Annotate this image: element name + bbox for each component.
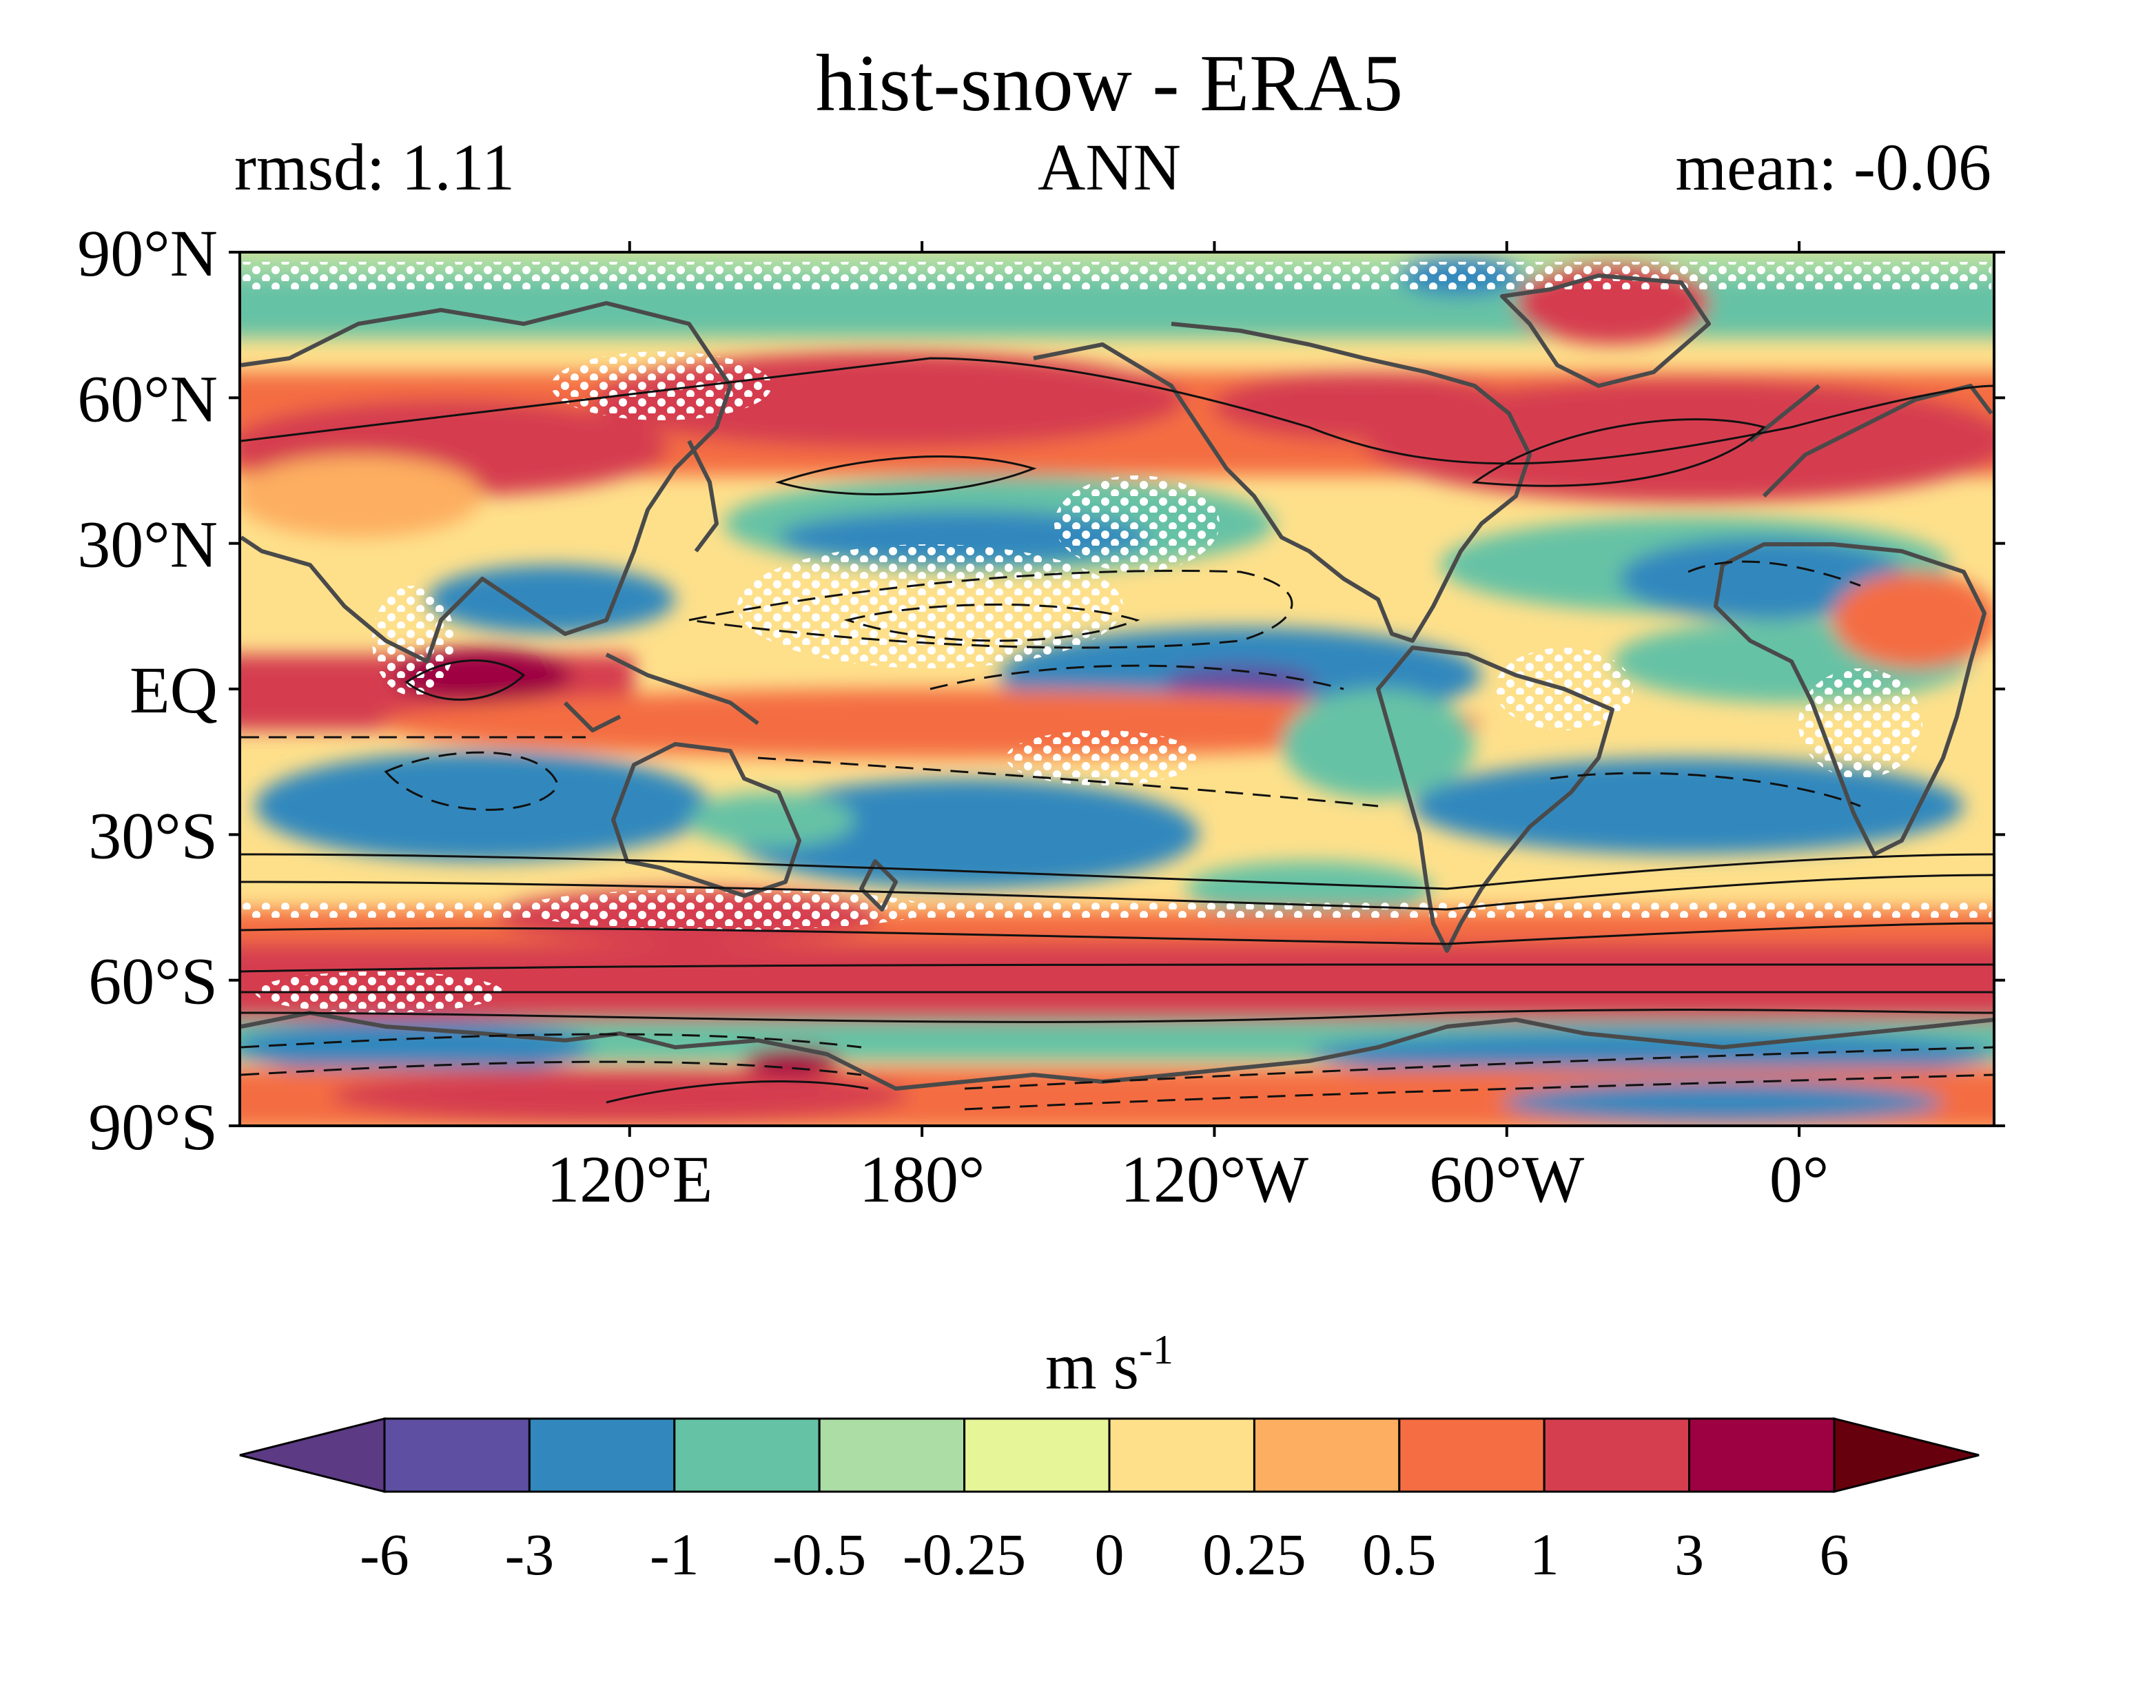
colorbar-label-exponent: -1	[1139, 1327, 1173, 1372]
lat-tick-label: 90°N	[77, 216, 218, 290]
mean-label: mean: -0.06	[1675, 130, 1991, 204]
lat-tick-label: 60°N	[77, 362, 218, 435]
longitude-axis: 120°E 180° 120°W 60°W 0°	[546, 241, 1829, 1216]
lon-tick-label: 180°	[859, 1142, 985, 1216]
colorbar-tick-label: -0.5	[772, 1521, 866, 1587]
colorbar-under-triangle	[239, 1417, 386, 1493]
colorbar-box	[383, 1417, 531, 1493]
lon-tick-label: 0°	[1769, 1142, 1829, 1216]
colorbar-tick-label: 0	[1095, 1521, 1125, 1587]
latitude-axis: 90°N 60°N 30°N EQ 30°S 60°S 90°S	[77, 216, 2005, 1164]
colorbar-box	[1688, 1417, 1836, 1493]
colorbar-box	[818, 1417, 966, 1493]
lat-tick-label: EQ	[130, 653, 218, 727]
season-label: ANN	[1038, 130, 1181, 204]
colorbar-tick-label: -0.25	[903, 1521, 1026, 1587]
colorbar-tick-label: 1	[1530, 1521, 1559, 1587]
rmsd-label: rmsd: 1.11	[234, 130, 515, 204]
figure-title: hist-snow - ERA5	[816, 38, 1403, 128]
lon-tick-label: 60°W	[1429, 1142, 1584, 1216]
colorbar-box	[1398, 1417, 1546, 1493]
colorbar: m s-1 -6 -3 -1 -0.5 -0.25 0 0.25 0.5 1 3 6	[239, 1327, 1980, 1587]
colorbar-tick-label: 0.25	[1202, 1521, 1306, 1587]
colorbar-tick-label: 0.5	[1362, 1521, 1437, 1587]
colorbar-over-triangle	[1833, 1417, 1980, 1493]
colorbar-tick-labels: -6 -3 -1 -0.5 -0.25 0 0.25 0.5 1 3 6	[360, 1521, 1849, 1587]
colorbar-label: m s-1	[1045, 1327, 1173, 1403]
colorbar-box	[1108, 1417, 1255, 1493]
colorbar-tick-label: -6	[360, 1521, 409, 1587]
colorbar-boxes	[383, 1417, 1836, 1493]
colorbar-box	[673, 1417, 821, 1493]
difference-field	[240, 252, 1994, 1126]
lat-tick-label: 60°S	[88, 945, 218, 1018]
negative-contours	[240, 560, 1994, 1111]
colorbar-tick-label: 6	[1820, 1521, 1849, 1587]
map-panel	[240, 252, 1994, 1126]
colorbar-box	[1543, 1417, 1691, 1493]
colorbar-box	[963, 1417, 1111, 1493]
lat-tick-label: 30°N	[77, 508, 218, 582]
colorbar-box	[528, 1417, 676, 1493]
colorbar-box	[1253, 1417, 1401, 1493]
colorbar-tick-label: 3	[1674, 1521, 1704, 1587]
colorbar-tick-label: -3	[505, 1521, 555, 1587]
lon-tick-label: 120°W	[1120, 1142, 1308, 1216]
colorbar-tick-label: -1	[650, 1521, 699, 1587]
lon-tick-label: 120°E	[546, 1142, 712, 1216]
lat-tick-label: 90°S	[88, 1090, 218, 1164]
climatology-contours	[240, 357, 1994, 1104]
lat-tick-label: 30°S	[88, 799, 218, 872]
